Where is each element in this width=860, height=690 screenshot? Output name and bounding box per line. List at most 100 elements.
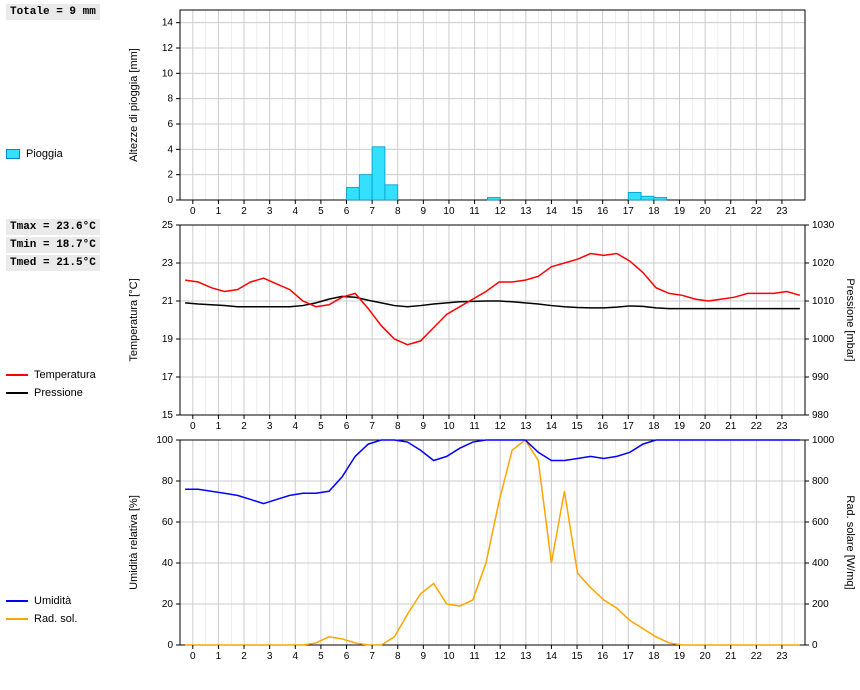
svg-text:100: 100 (156, 435, 173, 446)
svg-text:600: 600 (812, 517, 829, 528)
svg-text:15: 15 (571, 206, 583, 215)
svg-text:7: 7 (369, 651, 375, 660)
svg-text:15: 15 (571, 421, 583, 430)
svg-text:13: 13 (520, 651, 532, 660)
svg-text:17: 17 (623, 421, 635, 430)
svg-text:20: 20 (700, 651, 712, 660)
svg-text:25: 25 (162, 220, 174, 231)
svg-text:6: 6 (167, 119, 173, 130)
svg-text:3: 3 (267, 206, 273, 215)
tmax-box: Tmax = 23.6°C (6, 219, 100, 235)
svg-text:4: 4 (292, 206, 298, 215)
svg-text:10: 10 (443, 206, 455, 215)
svg-text:14: 14 (546, 651, 558, 660)
svg-text:15: 15 (162, 410, 174, 421)
svg-text:15: 15 (571, 651, 583, 660)
press-legend-label: Pressione (34, 387, 83, 399)
svg-text:1: 1 (216, 421, 222, 430)
svg-text:7: 7 (369, 206, 375, 215)
svg-text:4: 4 (167, 144, 173, 155)
svg-text:1010: 1010 (812, 296, 835, 307)
svg-text:7: 7 (369, 421, 375, 430)
svg-text:9: 9 (421, 651, 427, 660)
svg-text:20: 20 (162, 599, 174, 610)
press-line-swatch (6, 392, 28, 394)
svg-text:12: 12 (495, 206, 507, 215)
svg-text:16: 16 (597, 651, 609, 660)
svg-text:8: 8 (395, 206, 401, 215)
svg-text:4: 4 (292, 651, 298, 660)
hum-legend: Umidità (6, 595, 119, 607)
press-legend: Pressione (6, 387, 119, 399)
svg-text:3: 3 (267, 421, 273, 430)
svg-text:22: 22 (751, 206, 763, 215)
svg-text:14: 14 (546, 206, 558, 215)
svg-text:2: 2 (241, 421, 247, 430)
svg-text:12: 12 (495, 421, 507, 430)
svg-text:23: 23 (776, 421, 788, 430)
svg-text:60: 60 (162, 517, 174, 528)
svg-text:20: 20 (700, 421, 712, 430)
svg-text:19: 19 (674, 651, 686, 660)
svg-text:13: 13 (520, 421, 532, 430)
temp-legend-label: Temperatura (34, 369, 96, 381)
svg-text:2: 2 (241, 651, 247, 660)
svg-text:21: 21 (725, 421, 737, 430)
svg-text:21: 21 (162, 296, 174, 307)
rad-legend: Rad. sol. (6, 613, 119, 625)
svg-text:Rad. solare [W/mq]: Rad. solare [W/mq] (844, 495, 856, 589)
svg-text:Temperatura [°C]: Temperatura [°C] (128, 278, 140, 361)
svg-text:2: 2 (167, 170, 173, 181)
svg-text:16: 16 (597, 421, 609, 430)
svg-text:0: 0 (167, 195, 173, 206)
svg-text:19: 19 (674, 206, 686, 215)
svg-text:6: 6 (344, 421, 350, 430)
svg-text:18: 18 (648, 651, 660, 660)
svg-text:5: 5 (318, 651, 324, 660)
svg-text:Umidità relativa [%]: Umidità relativa [%] (128, 495, 140, 590)
chart-container: Totale = 9 mm Pioggia 024681012140123456… (0, 0, 860, 660)
svg-text:80: 80 (162, 476, 174, 487)
svg-text:23: 23 (776, 651, 788, 660)
hum-left-col: Umidità Rad. sol. (0, 430, 125, 660)
svg-text:400: 400 (812, 558, 829, 569)
temp-left-col: Tmax = 23.6°C Tmin = 18.7°C Tmed = 21.5°… (0, 215, 125, 430)
svg-text:2: 2 (241, 206, 247, 215)
temp-line-swatch (6, 374, 28, 376)
svg-text:990: 990 (812, 372, 829, 383)
svg-text:12: 12 (162, 43, 174, 54)
svg-text:14: 14 (162, 18, 174, 29)
svg-text:1: 1 (216, 651, 222, 660)
rain-panel: Totale = 9 mm Pioggia 024681012140123456… (0, 0, 860, 215)
svg-text:17: 17 (623, 651, 635, 660)
svg-text:22: 22 (751, 651, 763, 660)
svg-text:9: 9 (421, 421, 427, 430)
temp-chart: 1517192123259809901000101010201030012345… (125, 215, 860, 430)
svg-text:8: 8 (395, 651, 401, 660)
hum-legend-label: Umidità (34, 595, 71, 607)
tmin-box: Tmin = 18.7°C (6, 237, 100, 253)
svg-text:6: 6 (344, 206, 350, 215)
svg-text:9: 9 (421, 206, 427, 215)
svg-text:0: 0 (190, 206, 196, 215)
svg-text:12: 12 (495, 651, 507, 660)
svg-text:17: 17 (623, 206, 635, 215)
rain-legend: Pioggia (6, 148, 119, 160)
svg-text:23: 23 (776, 206, 788, 215)
hum-panel: Umidità Rad. sol. 0 20 40 60 80 1000 200 400 600… (0, 430, 860, 660)
svg-text:Altezze di pioggia [mm]: Altezze di pioggia [mm] (128, 48, 140, 162)
svg-text:11: 11 (469, 651, 480, 660)
svg-text:40: 40 (162, 558, 174, 569)
svg-text:800: 800 (812, 476, 829, 487)
svg-text:0: 0 (190, 421, 196, 430)
svg-text:11: 11 (469, 421, 480, 430)
svg-text:980: 980 (812, 410, 829, 421)
svg-text:1000: 1000 (812, 435, 835, 446)
svg-text:19: 19 (162, 334, 174, 345)
svg-text:0: 0 (167, 640, 173, 651)
svg-text:21: 21 (725, 206, 737, 215)
svg-text:200: 200 (812, 599, 829, 610)
svg-text:23: 23 (162, 258, 174, 269)
svg-text:1030: 1030 (812, 220, 835, 231)
svg-text:Pressione [mbar]: Pressione [mbar] (844, 278, 856, 361)
